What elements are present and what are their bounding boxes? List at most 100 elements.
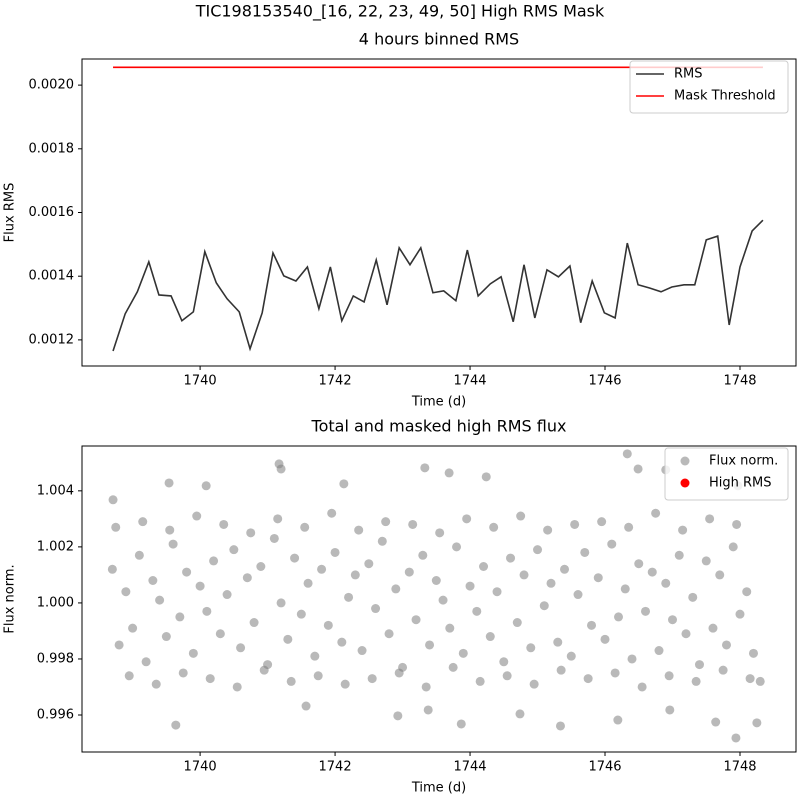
scatter-point: [246, 528, 256, 538]
scatter-point: [515, 709, 525, 719]
y-tick-label: 0.0012: [29, 332, 75, 347]
scatter-point: [249, 618, 259, 628]
scatter-point: [691, 676, 701, 686]
scatter-point: [192, 511, 202, 521]
x-tick-label: 1748: [723, 760, 756, 775]
scatter-point: [164, 478, 174, 488]
scatter-point: [381, 517, 391, 527]
scatter-point: [735, 609, 745, 619]
scatter-point: [610, 668, 620, 678]
scatter-point: [543, 525, 553, 535]
scatter-point: [300, 522, 310, 532]
scatter-point: [161, 632, 171, 642]
scatter-point: [201, 481, 211, 491]
scatter-point: [165, 525, 175, 535]
legend-marker: [680, 456, 690, 466]
scatter-point: [597, 517, 607, 527]
scatter-point: [290, 553, 300, 563]
scatter-point: [327, 508, 337, 518]
scatter-point: [600, 634, 610, 644]
scatter-point: [296, 609, 306, 619]
scatter-point: [539, 601, 549, 611]
scatter-point: [256, 561, 266, 571]
scatter-point: [614, 612, 624, 622]
scatter-point: [269, 533, 279, 543]
y-axis-label: Flux norm.: [3, 564, 18, 633]
y-tick-label: 1.004: [37, 483, 74, 498]
legend-label: Flux norm.: [709, 454, 778, 469]
scatter-point: [728, 542, 738, 552]
scatter-point: [444, 468, 454, 478]
scatter-point: [171, 720, 181, 730]
scatter-point: [647, 567, 657, 577]
scatter-point: [411, 615, 421, 625]
scatter-point: [587, 620, 597, 630]
chart-title: 4 hours binned RMS: [359, 30, 519, 49]
scatter-point: [613, 715, 623, 725]
scatter-point: [107, 564, 117, 574]
scatter-point: [622, 449, 632, 459]
scatter-point: [620, 584, 630, 594]
x-tick-label: 1748: [723, 374, 756, 389]
scatter-point: [286, 676, 296, 686]
scatter-point: [148, 576, 158, 586]
scatter-point: [367, 674, 377, 684]
scatter-point: [168, 539, 178, 549]
x-axis-label: Time (d): [411, 781, 466, 796]
scatter-point: [391, 584, 401, 594]
x-tick-label: 1742: [319, 374, 352, 389]
scatter-point: [456, 719, 466, 729]
scatter-point: [420, 463, 430, 473]
scatter-point: [394, 668, 404, 678]
scatter-point: [111, 522, 121, 532]
scatter-point: [242, 573, 252, 583]
scatter-point: [607, 539, 617, 549]
scatter-point: [502, 671, 512, 681]
legend-label: RMS: [674, 67, 703, 82]
scatter-point: [711, 717, 721, 727]
scatter-point: [752, 718, 762, 728]
scatter-point: [583, 674, 593, 684]
scatter-point: [195, 581, 205, 591]
legend-label: High RMS: [709, 476, 772, 491]
scatter-point: [418, 550, 428, 560]
scatter-point: [350, 570, 360, 580]
scatter-point: [674, 550, 684, 560]
scatter-point: [229, 545, 239, 555]
scatter-point: [701, 556, 711, 566]
scatter-point: [573, 590, 583, 600]
scatter-point: [205, 674, 215, 684]
y-tick-label: 0.996: [37, 708, 74, 723]
chart-title: Total and masked high RMS flux: [311, 417, 567, 436]
scatter-point: [377, 536, 387, 546]
scatter-point: [431, 576, 441, 586]
scatter-point: [259, 665, 269, 675]
scatter-point: [209, 556, 219, 566]
scatter-point: [742, 587, 752, 597]
scatter-point: [435, 528, 445, 538]
scatter-point: [627, 654, 637, 664]
scatter-point: [340, 679, 350, 689]
scatter-point: [215, 629, 225, 639]
scatter-point: [641, 606, 651, 616]
scatter-point: [445, 623, 455, 633]
figure-title: TIC198153540_[16, 22, 23, 49, 50] High R…: [195, 2, 605, 22]
y-tick-label: 0.0020: [29, 78, 75, 93]
scatter-point: [472, 606, 482, 616]
scatter-point: [354, 525, 364, 535]
y-tick-label: 0.0018: [29, 141, 75, 156]
scatter-point: [651, 508, 661, 518]
scatter-point: [141, 657, 151, 667]
scatter-point: [694, 660, 704, 670]
x-tick-label: 1740: [184, 760, 217, 775]
scatter-point: [371, 604, 381, 614]
scatter-point: [317, 564, 327, 574]
scatter-point: [452, 542, 462, 552]
scatter-point: [384, 629, 394, 639]
scatter-point: [175, 612, 185, 622]
x-tick-label: 1740: [184, 374, 217, 389]
scatter-point: [475, 676, 485, 686]
legend-marker: [680, 478, 690, 488]
scatter-point: [633, 464, 643, 474]
